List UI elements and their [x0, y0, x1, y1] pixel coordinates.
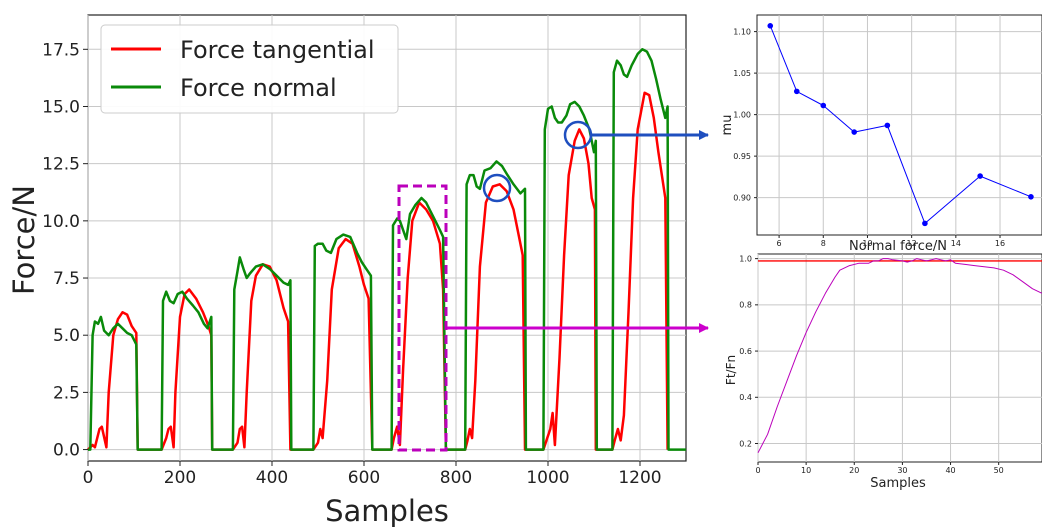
legend-label-force-tangential: Force tangential: [180, 36, 375, 64]
main-x-tick-label-4: 800: [440, 468, 472, 488]
mu-series: [767, 22, 1034, 227]
main-y-axis-label: Force/N: [7, 185, 41, 295]
mu-point-5: [922, 220, 928, 227]
main-y-tick-label-3: 7.5: [53, 269, 80, 289]
main-y-tick-label-1: 2.5: [53, 383, 80, 403]
highlight-circle-1: [482, 173, 512, 203]
mu-series-line-0: [769, 25, 1032, 224]
ratio-y-tick-label-3: 0.8: [739, 301, 752, 310]
ratio-x-tick-label-1: 10: [801, 466, 811, 475]
main-y-tick-label-5: 12.5: [42, 155, 80, 175]
mu-y-tick-label-0: 0.90: [733, 193, 751, 202]
mu-y-tick-label-1: 0.95: [733, 152, 751, 161]
legend-label-force-normal: Force normal: [180, 74, 337, 102]
ratio-y-tick-label-2: 0.6: [739, 347, 752, 356]
ratio-x-tick-label-3: 30: [897, 466, 907, 475]
legend-box: [100, 24, 399, 114]
mu-point-7: [1028, 194, 1034, 200]
ratio-series-line-0: [757, 258, 1042, 454]
main-y-tick-label-6: 15.0: [42, 97, 80, 117]
mu-y-tick-label-3: 1.05: [733, 69, 751, 78]
main-series-line-0: [87, 91, 669, 451]
mu-x-tick-label-1: 8: [821, 239, 826, 248]
main-force-chart: 0 200 400 600 800 1000 1200 0.0 2.5 5.0 7.5 10.0 12.…: [7, 14, 687, 528]
legend: Force tangential Force normal: [100, 24, 399, 114]
ft-fn-ratio-chart: 0 10 20 30 40 50 0.2 0.4 0.6 0.8 1.0 Samples Ft/Fn: [724, 253, 1042, 491]
mu-point-0: [767, 22, 774, 29]
main-y-tick-label-0: 0.0: [53, 441, 80, 461]
ratio-grid: [757, 254, 1042, 462]
main-x-tick-label-1: 200: [164, 468, 196, 488]
main-y-tick-label-4: 10.0: [42, 212, 80, 232]
ratio-x-axis-label: Samples: [870, 476, 926, 491]
mu-point-4: [884, 122, 891, 129]
mu-point-2: [820, 102, 827, 109]
mu-plot-frame: [756, 14, 1042, 236]
mu-y-tick-label-2: 1.00: [733, 110, 751, 119]
ratio-y-tick-label-4: 1.0: [739, 254, 752, 263]
mu-vs-normal-force-chart: 6 8 10 12 14 16 0.90 0.95 1.00 1.05 1.10 Normal fo…: [720, 14, 1042, 254]
main-x-tick-label-0: 0: [83, 468, 94, 488]
ratio-x-tick-label-2: 20: [849, 466, 859, 475]
main-x-axis-label: Samples: [325, 494, 449, 528]
main-x-tick-label-5: 1000: [526, 468, 569, 488]
ratio-plot-frame: [757, 253, 1042, 463]
mu-grid: [757, 15, 1042, 235]
mu-y-axis-label: mu: [720, 115, 735, 136]
ratio-x-tick-label-5: 50: [994, 466, 1004, 475]
main-y-tick-label-7: 17.5: [42, 40, 80, 60]
main-tick-labels: 0 200 400 600 800 1000 1200 0.0 2.5 5.0 7.5 10.0 12.…: [42, 40, 661, 488]
ratio-x-tick-label-0: 0: [755, 466, 760, 475]
ratio-y-axis-label: Ft/Fn: [724, 355, 738, 385]
mu-tick-labels: 6 8 10 12 14 16 0.90 0.95 1.00 1.05 1.10: [733, 27, 1005, 248]
mu-point-1: [793, 88, 800, 95]
ratio-y-tick-label-0: 0.2: [739, 439, 752, 448]
mu-x-tick-label-5: 16: [995, 239, 1005, 248]
ratio-x-tick-label-4: 40: [945, 466, 955, 475]
mu-point-3: [851, 129, 858, 135]
ratio-series: [757, 258, 1042, 454]
mu-x-tick-label-0: 6: [777, 239, 782, 248]
mu-x-tick-label-4: 14: [951, 239, 961, 248]
highlight-dashed-box: [397, 184, 448, 452]
mu-x-tick-label-2: 10: [862, 239, 872, 248]
main-x-tick-label-6: 1200: [618, 468, 661, 488]
mu-point-6: [977, 173, 983, 179]
ratio-tick-labels: 0 10 20 30 40 50 0.2 0.4 0.6 0.8 1.0: [739, 254, 1004, 475]
mu-x-axis-label: Normal force/N: [849, 239, 947, 254]
main-x-tick-label-3: 600: [348, 468, 380, 488]
ratio-y-tick-label-1: 0.4: [739, 393, 752, 402]
mu-x-tick-label-3: 12: [907, 239, 917, 248]
mu-y-tick-label-4: 1.10: [733, 27, 751, 36]
main-x-tick-label-2: 400: [256, 468, 288, 488]
main-y-tick-label-2: 5.0: [53, 326, 80, 346]
